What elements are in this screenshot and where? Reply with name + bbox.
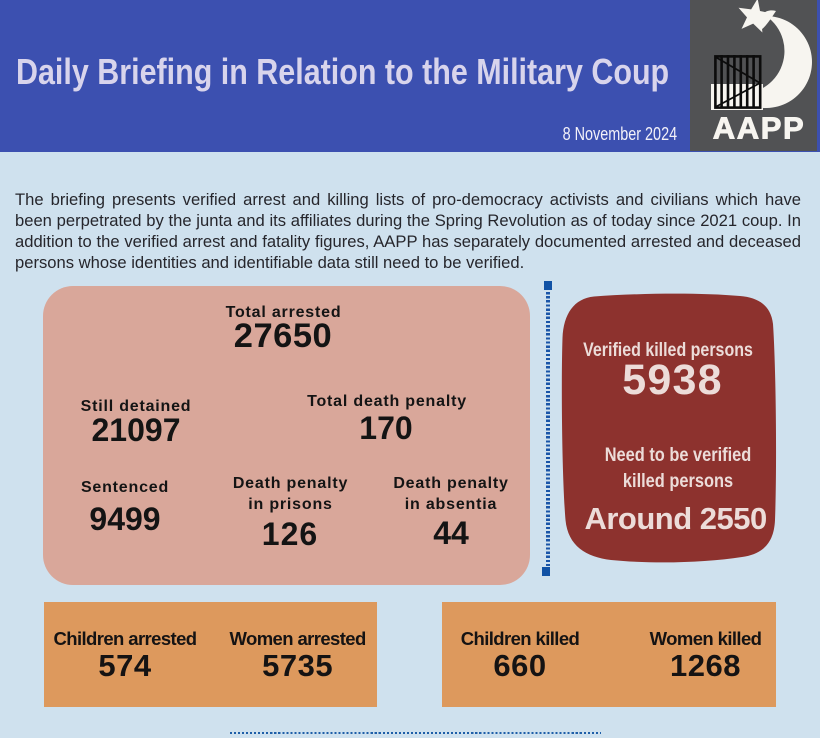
svg-text:AAPP: AAPP (713, 111, 806, 146)
